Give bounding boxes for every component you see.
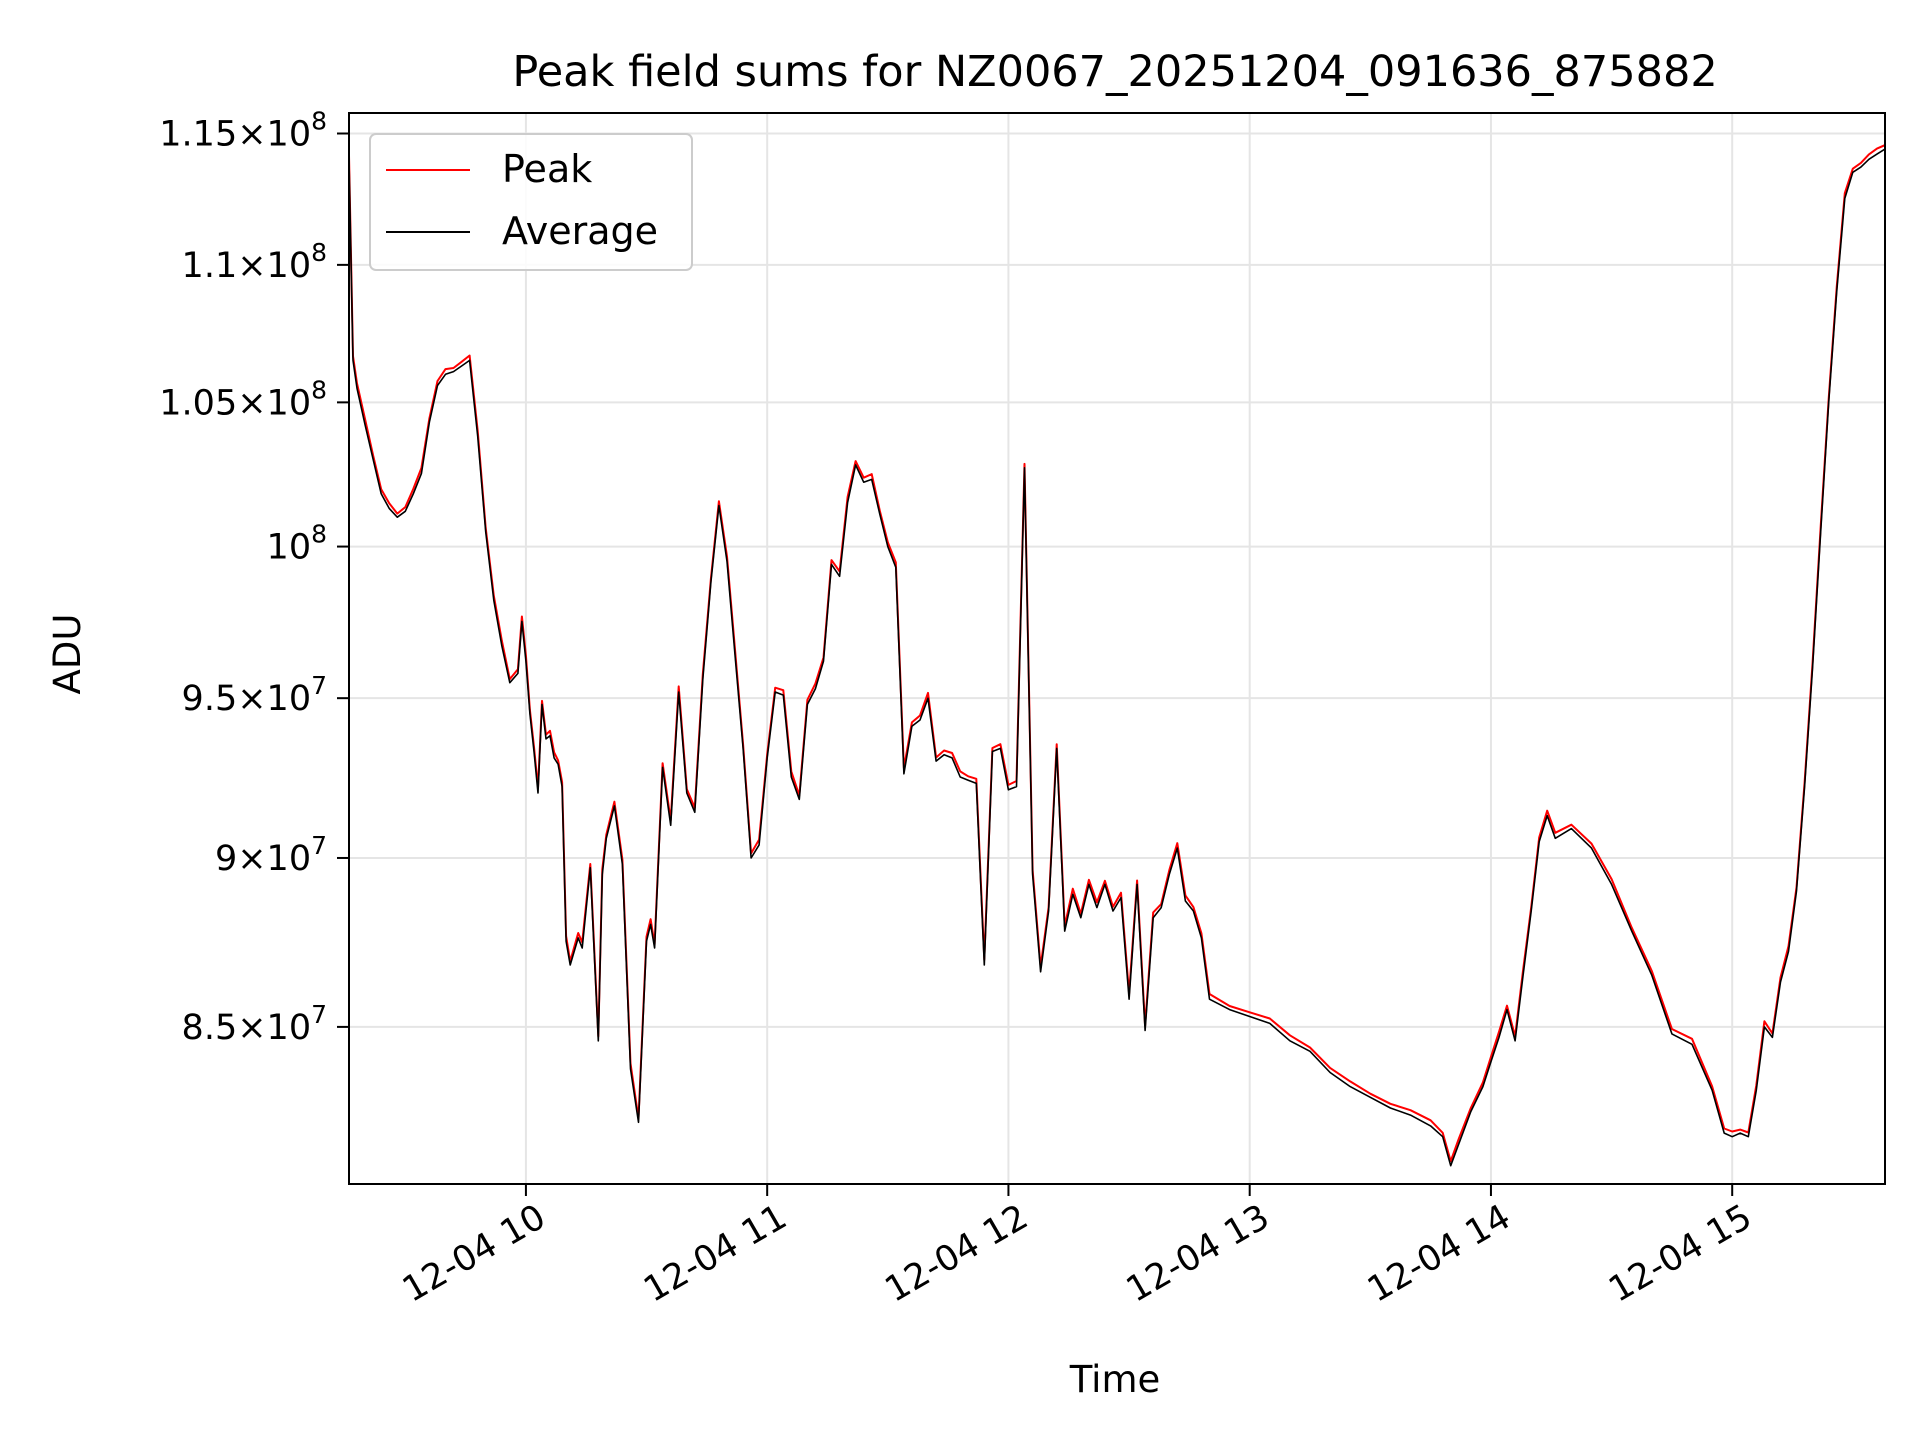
x-axis-label: Time: [1069, 1358, 1161, 1401]
y-tick-label: 8.5×107: [182, 1000, 327, 1048]
y-tick-label: 9×107: [215, 831, 327, 879]
y-axis: 8.5×107 9×107 9.5×107 108 1.05×108 1.1×108 1.1…: [159, 106, 349, 1048]
legend-label-average: Average: [502, 209, 658, 253]
plot-frame: [348, 112, 1886, 1185]
y-tick-label: 1.1×108: [182, 238, 327, 286]
y-tick-label: 1.15×108: [159, 106, 327, 154]
legend-label-peak: Peak: [502, 147, 592, 191]
y-axis-label: ADU: [46, 614, 89, 695]
y-tick-label: 108: [267, 520, 327, 568]
y-tick-label: 1.05×108: [159, 375, 327, 423]
chart-title: Peak field sums for NZ0067_20251204_0916…: [512, 47, 1717, 97]
legend: Peak Average: [369, 133, 693, 271]
plot-lines: [349, 144, 1885, 1167]
y-tick-label: 9.5×107: [182, 671, 327, 719]
series-line-average: [349, 148, 1885, 1167]
legend-box: [369, 133, 693, 271]
